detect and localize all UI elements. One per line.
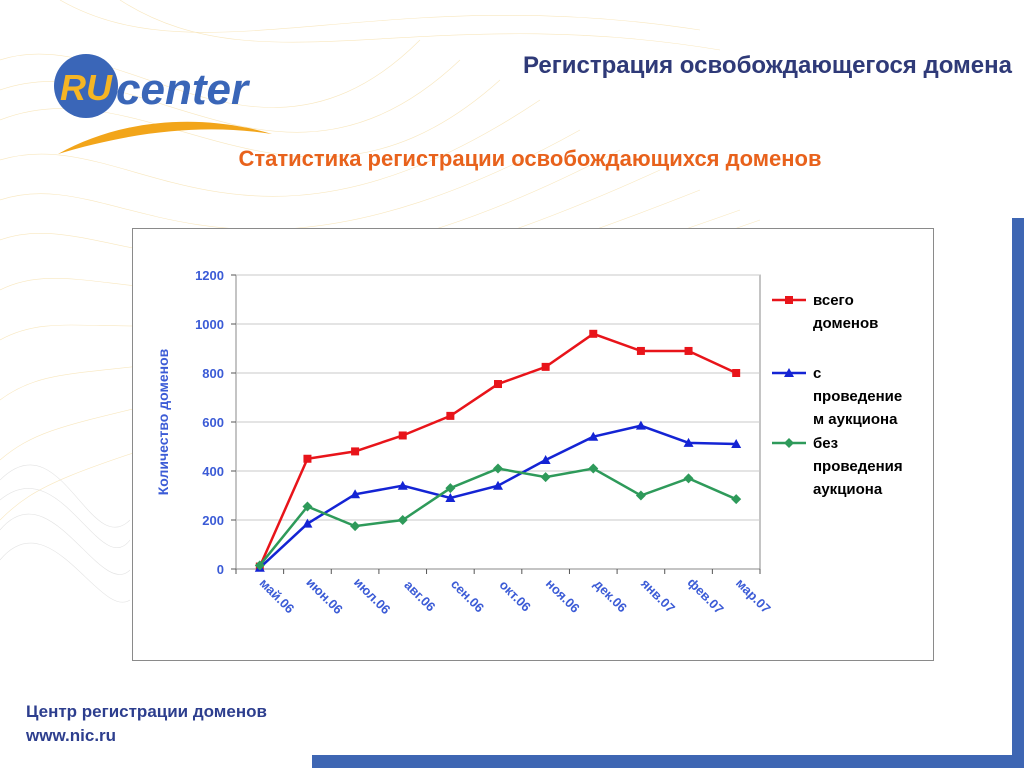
y-tick-label: 1200 [195, 268, 224, 283]
data-point [541, 362, 550, 371]
legend-label: аукциона [813, 481, 883, 498]
data-point [350, 489, 361, 499]
legend-label: проведение [813, 388, 902, 405]
footer: Центр регистрации доменов www.nic.ru [26, 700, 267, 748]
data-point [589, 329, 598, 338]
data-point [303, 454, 312, 463]
data-point [731, 439, 742, 449]
data-point [398, 431, 407, 440]
logo-center-text: center [116, 65, 251, 114]
data-point [635, 420, 646, 430]
y-tick-label: 800 [202, 366, 224, 381]
logo-ru-text: RU [60, 67, 113, 108]
chart-heading: Статистика регистрации освобождающихся д… [238, 146, 822, 171]
x-tick-label: янв.07 [638, 576, 678, 616]
data-point [785, 296, 793, 304]
data-point [397, 480, 408, 490]
x-tick-label: окт.06 [497, 577, 534, 614]
y-tick-label: 400 [202, 464, 224, 479]
x-tick-label: фев.07 [685, 575, 727, 617]
x-tick-label: май.06 [257, 575, 298, 616]
data-point [351, 447, 360, 456]
x-tick-label: мар.07 [733, 575, 774, 616]
page-title: Регистрация освобождающегося домена [522, 52, 1012, 79]
data-point [397, 515, 408, 525]
data-point [635, 490, 646, 501]
legend-label: с [813, 365, 821, 382]
ru-center-logo[interactable]: RU center [48, 50, 288, 160]
data-point [684, 346, 693, 355]
data-point [683, 437, 694, 447]
data-point [302, 501, 313, 512]
bottom-accent-bar [312, 755, 1024, 768]
data-point [254, 560, 265, 571]
x-tick-label: дек.06 [591, 576, 630, 615]
legend-label: без [813, 435, 838, 452]
x-tick-label: ноя.06 [543, 576, 583, 616]
data-point [588, 463, 599, 474]
data-point [731, 494, 742, 505]
legend-label: доменов [813, 315, 878, 332]
data-point [540, 454, 551, 464]
footer-website-link[interactable]: www.nic.ru [26, 726, 117, 745]
x-tick-label: сен.06 [448, 576, 487, 615]
x-tick-label: июн.06 [303, 575, 345, 617]
y-tick-label: 200 [202, 513, 224, 528]
data-point [784, 368, 794, 377]
x-tick-label: авг.06 [401, 577, 438, 614]
data-point [493, 480, 503, 490]
y-tick-label: 0 [217, 562, 224, 577]
data-point [494, 380, 502, 389]
y-tick-label: 600 [202, 415, 224, 430]
data-point [445, 492, 456, 502]
y-axis-label: Количество доменов [155, 348, 171, 495]
data-point [732, 369, 741, 377]
data-point [493, 463, 503, 474]
data-point [636, 346, 645, 355]
right-accent-bar [1012, 218, 1024, 768]
x-tick-label: июл.06 [351, 575, 394, 618]
data-point [302, 518, 313, 528]
legend-label: проведения [813, 458, 903, 475]
legend-label: м аукциона [813, 411, 898, 428]
data-point [683, 473, 694, 484]
data-point [446, 411, 455, 420]
y-tick-label: 1000 [195, 317, 224, 332]
data-point [350, 521, 361, 532]
data-point [540, 472, 551, 483]
footer-org-name: Центр регистрации доменов [26, 702, 267, 721]
data-point [445, 483, 456, 494]
legend-label: всего [813, 292, 854, 309]
data-point [588, 431, 599, 441]
data-point [784, 438, 794, 448]
